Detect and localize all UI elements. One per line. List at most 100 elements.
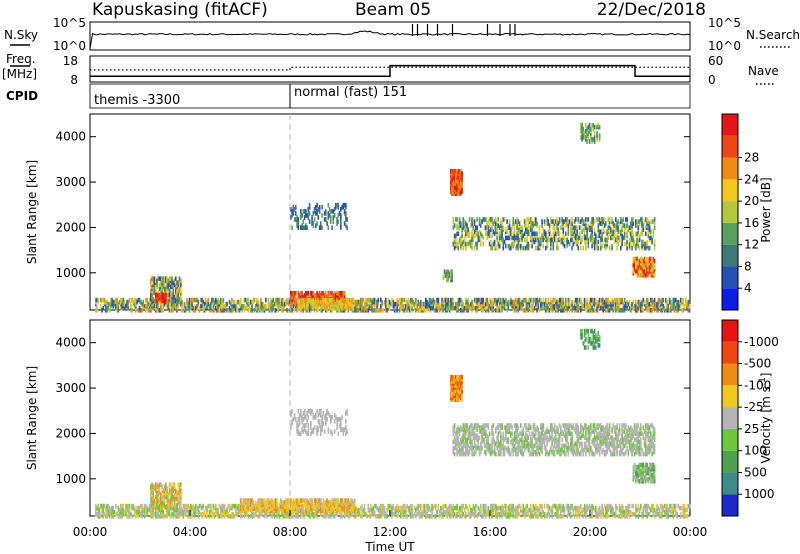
power-cell-410 (265, 297, 267, 303)
power-cell-3328 (581, 122, 583, 128)
velocity-cell-746 (393, 511, 396, 517)
power-cell-2270 (455, 168, 457, 174)
power-cell-972 (481, 303, 483, 309)
velocity-cell-1244 (600, 509, 602, 515)
power-cell-1275 (593, 305, 596, 311)
velocity-cell-725 (385, 511, 387, 517)
power-cell-109 (145, 303, 147, 309)
power-cell-3280 (647, 258, 650, 264)
power-cell-316 (223, 303, 226, 309)
power-cell-2101 (295, 211, 297, 216)
velocity-cell-1334 (638, 507, 641, 513)
velocity-cell-801 (416, 511, 418, 517)
velocity-cell-51 (112, 509, 115, 515)
power-cell-2458 (480, 239, 482, 245)
power-cell-853 (438, 301, 441, 307)
velocity-cell-55 (115, 503, 117, 509)
power-cell-1633 (166, 284, 168, 290)
power-cell-1112 (532, 297, 535, 303)
power-cell-1026 (500, 297, 502, 303)
power-cell-1024 (500, 305, 502, 311)
velocity-cell-1386 (662, 505, 665, 511)
power-cell-2302 (460, 183, 462, 188)
power-cell-227 (191, 301, 193, 307)
velocity-cell-1370 (656, 503, 658, 509)
power-cell-1432 (652, 299, 655, 305)
power-cell-2504 (493, 225, 496, 230)
power-cell-1211 (568, 297, 571, 303)
power-cell-399 (261, 305, 263, 311)
power-cell-1214 (571, 305, 573, 311)
power-cell-2417 (470, 223, 472, 228)
velocity-cell-375 (241, 514, 243, 519)
velocity-cell-951 (478, 507, 481, 513)
velocity-cell-134 (143, 503, 146, 509)
power-cell-1374 (628, 305, 631, 311)
power-cell-2071 (347, 304, 350, 309)
power-cell-2503 (493, 231, 496, 237)
velocity-cell-111 (135, 507, 137, 513)
velocity-cell-1191 (577, 511, 580, 517)
velocity-cell-665 (357, 507, 360, 513)
velocity-cell-1146 (558, 514, 561, 519)
power-cell-447 (280, 301, 282, 307)
power-cell-2711 (540, 237, 542, 243)
power-cell-1906 (335, 293, 337, 298)
power-cell-2700 (537, 237, 540, 243)
velocity-cell-856 (438, 509, 441, 515)
power-cell-2363 (457, 225, 460, 230)
power-cell-1685 (176, 290, 178, 296)
power-cell-327 (231, 308, 233, 313)
power-cell-2890 (583, 239, 586, 245)
power-cell-1956 (302, 298, 305, 303)
power-cell-1356 (620, 297, 622, 303)
velocity-cell-1387 (663, 509, 666, 515)
power-cell-8 (97, 297, 100, 303)
power-cell-941 (470, 301, 472, 307)
power-cell-888 (450, 297, 452, 303)
power-cell-2909 (586, 217, 588, 222)
velocity-cell-1520 (162, 488, 165, 494)
velocity-cell-997 (497, 511, 500, 517)
velocity-cell-1196 (578, 509, 581, 515)
power-cell-2409 (467, 227, 470, 232)
power-cell-2084 (351, 300, 353, 305)
velocity-cell-788 (410, 507, 412, 513)
power-cell-729 (393, 305, 396, 311)
power-cell-2905 (585, 217, 587, 222)
power-cell-1152 (550, 305, 552, 311)
power-cell-690 (373, 297, 376, 303)
power-cell-115 (147, 308, 150, 313)
velocity-cell-888 (450, 507, 452, 513)
velocity-cell-1518 (162, 500, 165, 506)
power-cell-2809 (562, 219, 565, 224)
power-cell-1147 (547, 305, 550, 311)
power-cell-2092 (291, 225, 293, 230)
velocity-cell-121 (140, 503, 142, 509)
power-cell-636 (356, 299, 358, 305)
velocity-cell-1431 (682, 511, 685, 517)
power-cell-2346 (453, 233, 456, 239)
power-cell-1241 (580, 297, 582, 303)
power-cell-1181 (558, 297, 561, 303)
velocity-cell-1522 (163, 502, 166, 508)
power-cell-2372 (460, 239, 462, 245)
velocity-cell-1444 (687, 503, 690, 509)
power-cell-1887 (330, 290, 332, 296)
power-cell-788 (415, 297, 417, 303)
velocity-cell-372 (240, 511, 242, 517)
power-cell-203 (181, 299, 183, 305)
power-cell-2274 (456, 179, 458, 184)
power-cell-2985 (603, 223, 606, 228)
power-cell-1630 (166, 298, 168, 304)
power-cell-1553 (153, 284, 156, 290)
power-cell-2308 (461, 189, 463, 194)
power-cell-1696 (177, 280, 180, 286)
power-cell-3209 (635, 260, 637, 266)
power-cell-3084 (627, 225, 630, 230)
velocity-cell-1111 (541, 503, 543, 509)
velocity-cell-182 (162, 514, 165, 519)
power-cell-3004 (608, 231, 611, 237)
power-cell-1994 (318, 300, 321, 305)
